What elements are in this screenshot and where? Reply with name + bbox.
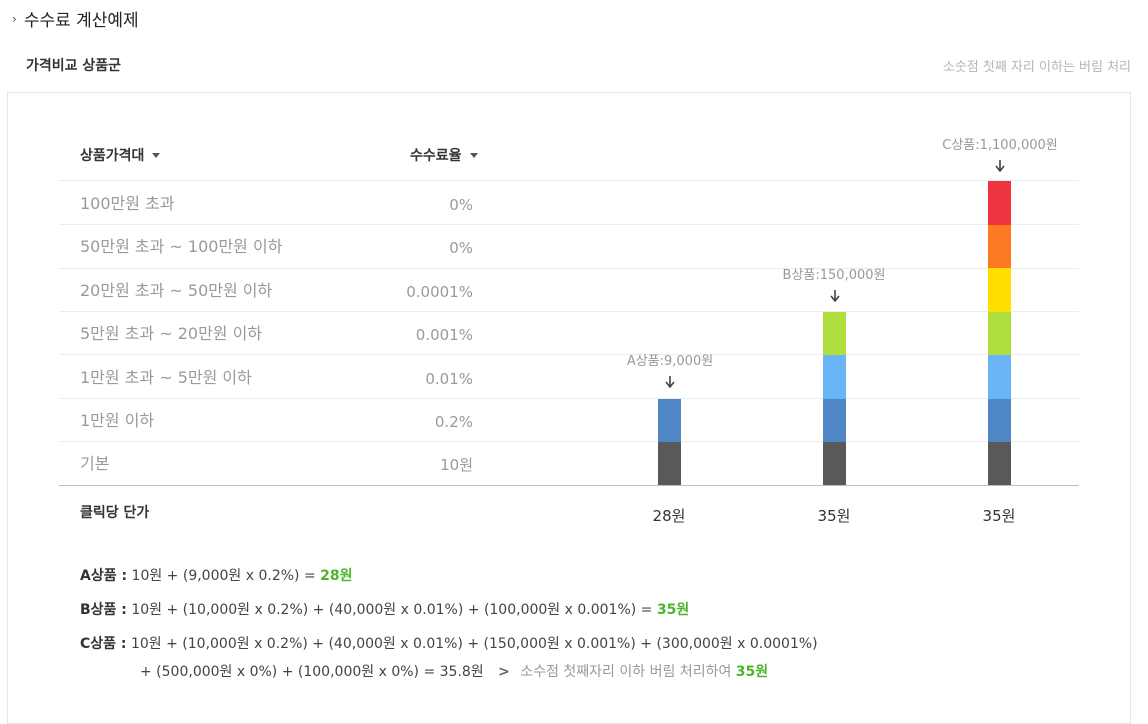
formula-b-result: 35원 [656,602,690,618]
formula-c-note: 소수점 첫째자리 이하 버림 처리하여 [520,664,732,680]
tier-rate: 0.01% [425,370,473,388]
formula-a-result: 28원 [320,568,353,584]
section-title-text: 수수료 계산예제 [23,11,139,31]
product-c-label: C상품:1,100,000원 [942,138,1058,153]
formula-c-result: 35원 [735,664,769,680]
formula-c-name: C상품 : [80,636,127,652]
bar-segment [988,399,1011,442]
tier-range: 1만원 이하 [80,411,155,430]
rate-header[interactable]: 수수료율 [410,145,478,165]
product-c-price: 35원 [982,507,1016,525]
tier-rate: 10원 [440,456,473,474]
tier-rate: 0.2% [434,413,473,431]
row-divider [59,311,1079,312]
tier-rate: 0.001% [415,326,473,344]
formula-a-name: A상품 : [80,568,128,584]
tier-range: 20만원 초과 ~ 50만원 이하 [80,281,273,300]
tier-range: 5만원 초과 ~ 20만원 이하 [80,324,263,343]
row-divider [59,354,1079,355]
table-bottom-line [59,485,1079,486]
product-a-price: 28원 [652,507,686,525]
bar-segment [823,312,846,355]
arrow-down-icon [995,160,1005,172]
bar-segment [988,355,1011,399]
caret-down-icon [469,152,478,158]
formula-c-expr1: 10원 + (10,000원 x 0.2%) + (40,000원 x 0.01… [130,636,818,652]
tier-range: 50만원 초과 ~ 100만원 이하 [80,237,283,256]
row-divider [59,268,1079,269]
formula-b-expr: 10원 + (10,000원 x 0.2%) + (40,000원 x 0.01… [131,602,653,618]
chevron-right-icon: › [12,11,17,26]
price-range-header[interactable]: 상품가격대 [80,145,161,165]
bar-segment [658,442,681,485]
caret-down-icon [152,152,161,158]
bar-segment [658,399,681,442]
product-b-label: B상품:150,000원 [782,268,886,283]
row-divider [59,224,1079,225]
tier-rate: 0.0001% [406,283,473,301]
formula-b-name: B상품 : [80,602,127,618]
rounding-note: 소숫점 첫째 자리 이하는 버림 처리 [942,60,1131,75]
row-divider [59,398,1079,399]
formula-c: C상품 : 10원 + (10,000원 x 0.2%) + (40,000원 … [80,633,818,653]
click-price-label: 클릭당 단가 [80,505,150,521]
arrow-down-icon [665,376,675,388]
bar-segment [988,268,1011,312]
example-panel [7,92,1131,724]
tier-range: 기본 [80,454,110,473]
bar-segment [988,312,1011,355]
row-divider [59,180,1079,181]
formula-b: B상품 : 10원 + (10,000원 x 0.2%) + (40,000원 … [80,599,689,619]
bar-segment [823,399,846,442]
formula-a: A상품 : 10원 + (9,000원 x 0.2%) = 28원 [80,565,353,585]
formula-c-expr2: + (500,000원 x 0%) + (100,000원 x 0%) = 35… [140,664,484,680]
arrow-down-icon [830,290,840,302]
section-title: › 수수료 계산예제 [12,6,139,31]
tier-range: 1만원 초과 ~ 5만원 이하 [80,368,252,387]
rate-header-label: 수수료율 [410,148,462,164]
chevron-right-icon: > [498,664,510,680]
formula-a-expr: 10원 + (9,000원 x 0.2%) = [131,568,316,584]
tier-rate: 0% [449,239,473,257]
bar-segment [823,442,846,485]
tier-range: 100만원 초과 [80,194,175,213]
bar-segment [988,442,1011,485]
bar-segment [988,181,1011,225]
bar-segment [988,225,1011,268]
formula-c-cont: + (500,000원 x 0%) + (100,000원 x 0%) = 35… [140,661,768,681]
product-b-price: 35원 [817,507,851,525]
bar-segment [823,355,846,399]
subtitle: 가격비교 상품군 [26,58,122,74]
product-a-label: A상품:9,000원 [626,354,714,369]
row-divider [59,441,1079,442]
tier-rate: 0% [449,196,473,214]
price-range-header-label: 상품가격대 [80,148,145,164]
